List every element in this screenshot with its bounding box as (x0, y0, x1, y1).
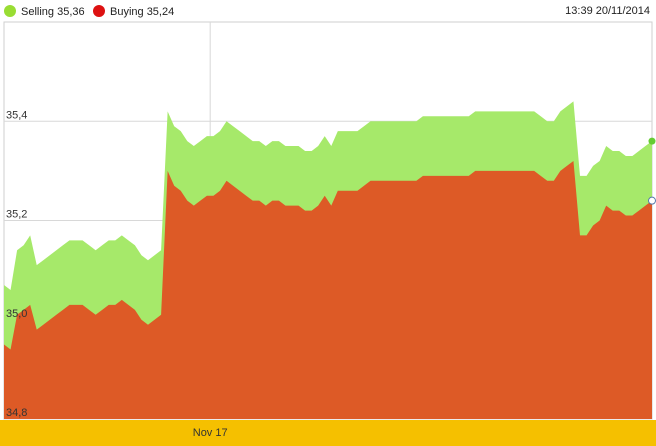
x-axis-band (0, 420, 656, 446)
series-end-marker-selling[interactable] (648, 137, 656, 145)
y-tick-label: 35,0 (6, 308, 27, 320)
legend-label-buying: Buying 35,24 (110, 6, 175, 18)
series-end-marker-buying[interactable] (648, 196, 656, 205)
y-tick-label: 35,4 (6, 109, 27, 121)
legend-item-selling[interactable]: Selling 35,36 (4, 5, 85, 19)
legend-item-buying[interactable]: Buying 35,24 (93, 5, 174, 19)
legend-dot-buying (93, 5, 105, 17)
legend-dot-selling (4, 5, 16, 17)
legend-label-selling: Selling 35,36 (21, 6, 85, 18)
x-tick-label: Nov 17 (193, 427, 228, 439)
y-tick-label: 34,8 (6, 407, 27, 419)
timestamp: 13:39 20/11/2014 (565, 5, 650, 17)
legend-bar: Selling 35,36 Buying 35,24 13:39 20/11/2… (0, 0, 656, 22)
y-tick-label: 35,2 (6, 209, 27, 221)
series-area-buying[interactable] (4, 160, 652, 419)
